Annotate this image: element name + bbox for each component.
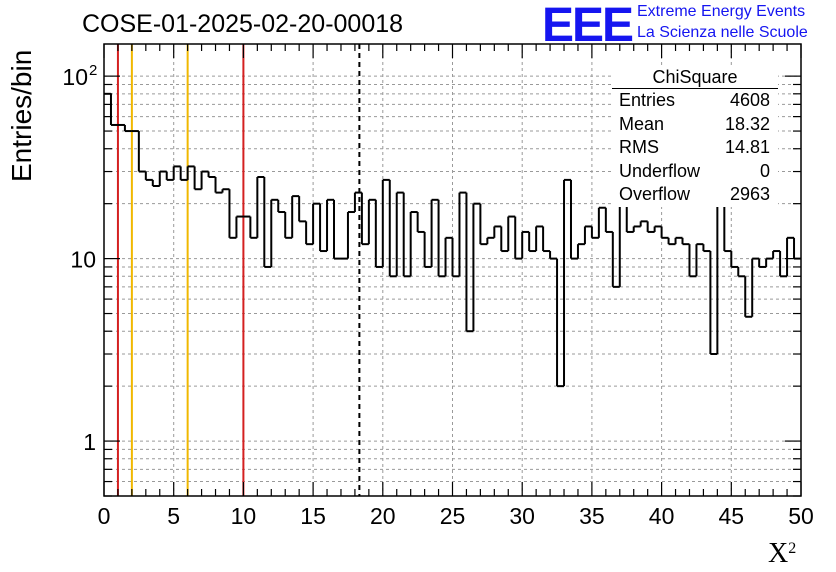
chart-title: COSE-01-2025-02-20-00018	[82, 10, 404, 38]
eee-logo: EEE	[542, 0, 634, 52]
x-axis-label-sup: 2	[788, 540, 797, 557]
x-tick-label: 20	[370, 503, 396, 529]
stats-label: RMS	[619, 137, 659, 157]
y-tick-label: 1	[83, 429, 96, 455]
x-tick-label: 35	[579, 503, 605, 529]
y-tick-label: 10	[62, 64, 88, 90]
y-tick-exponent: 2	[89, 62, 97, 79]
x-tick-label: 15	[300, 503, 326, 529]
stats-label: Entries	[619, 90, 676, 110]
logo-line-2: La Scienza nelle Scuole	[637, 24, 808, 41]
stats-value: 4608	[729, 90, 770, 110]
x-tick-label: 0	[98, 503, 111, 529]
logo-line-1: Extreme Energy Events	[637, 3, 806, 20]
stats-row: Entries 4608	[612, 89, 778, 113]
stats-value: 18.32	[724, 113, 770, 134]
stats-value: 2963	[729, 184, 770, 204]
x-tick-label: 50	[788, 503, 814, 529]
x-axis-label: X2	[768, 538, 796, 570]
stats-row: Mean 18.32	[612, 113, 778, 137]
stats-value: 14.81	[724, 137, 770, 157]
stats-title: ChiSquare	[612, 66, 778, 89]
stats-label: Mean	[619, 113, 665, 134]
x-tick-label: 10	[231, 503, 257, 529]
stats-value: 0	[759, 160, 770, 181]
stats-row: Overflow 2963	[612, 183, 778, 207]
x-tick-label: 45	[719, 503, 745, 529]
stats-label: Underflow	[619, 160, 701, 181]
x-tick-label: 25	[440, 503, 466, 529]
histogram-series	[104, 92, 801, 388]
axis-ticks	[103, 44, 802, 497]
y-tick-label: 10	[70, 247, 96, 273]
x-tick-label: 5	[167, 503, 180, 529]
x-tick-label: 40	[649, 503, 675, 529]
stats-label: Overflow	[619, 184, 691, 204]
reference-lines	[116, 44, 361, 496]
grid-lines	[103, 44, 802, 497]
x-tick-label: 30	[509, 503, 535, 529]
stats-row: RMS 14.81	[612, 136, 778, 160]
stats-row: Underflow 0	[612, 160, 778, 184]
y-axis-label: Entries/bin	[6, 49, 37, 182]
stats-box: ChiSquare Entries 4608 Mean 18.32 RMS 14.81…	[612, 66, 778, 207]
x-axis-label-base: X	[768, 538, 789, 569]
